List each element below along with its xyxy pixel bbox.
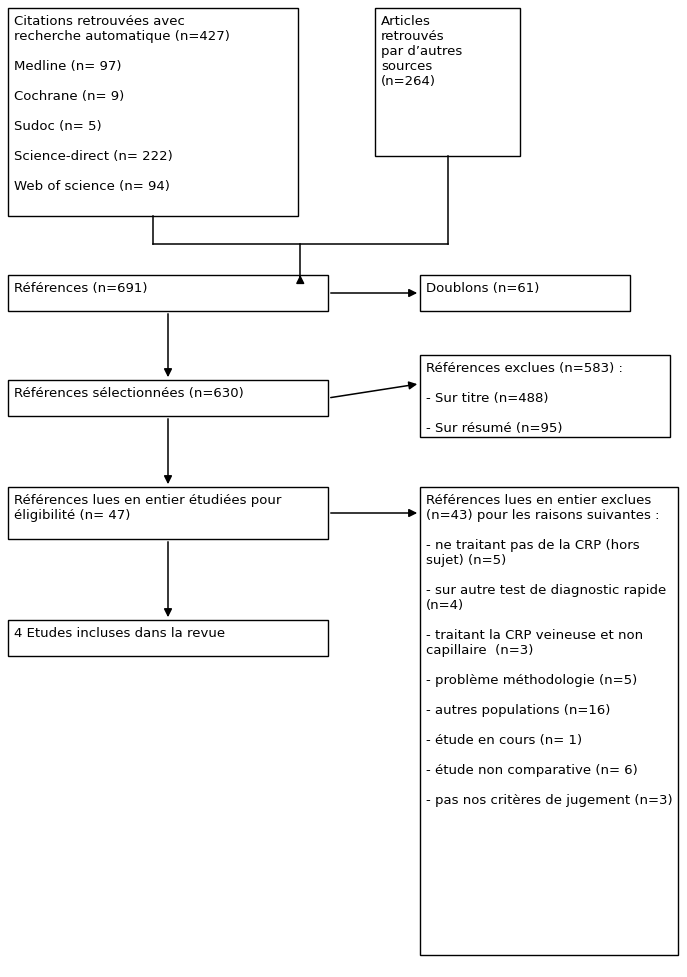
- Text: Doublons (n=61): Doublons (n=61): [426, 282, 539, 295]
- Bar: [8, 380, 328, 416]
- Text: Références lues en entier étudiées pour
éligibilité (n= 47): Références lues en entier étudiées pour …: [14, 494, 282, 522]
- Bar: [8, 620, 328, 656]
- Bar: [420, 275, 630, 311]
- Text: Références exclues (n=583) :

- Sur titre (n=488)

- Sur résumé (n=95): Références exclues (n=583) : - Sur titre…: [426, 362, 623, 435]
- Text: Références lues en entier exclues
(n=43) pour les raisons suivantes :

- ne trai: Références lues en entier exclues (n=43)…: [426, 494, 673, 807]
- Bar: [8, 275, 328, 311]
- Bar: [375, 8, 520, 156]
- Text: Références (n=691): Références (n=691): [14, 282, 148, 295]
- Text: Citations retrouvées avec
recherche automatique (n=427)

Medline (n= 97)

Cochra: Citations retrouvées avec recherche auto…: [14, 15, 230, 193]
- Bar: [8, 8, 298, 216]
- Text: 4 Etudes incluses dans la revue: 4 Etudes incluses dans la revue: [14, 627, 225, 640]
- Bar: [420, 487, 678, 955]
- Text: Articles
retrouvés
par d’autres
sources
(n=264): Articles retrouvés par d’autres sources …: [381, 15, 462, 88]
- Bar: [8, 487, 328, 539]
- Bar: [420, 355, 670, 437]
- Text: Références sélectionnées (n=630): Références sélectionnées (n=630): [14, 387, 244, 400]
